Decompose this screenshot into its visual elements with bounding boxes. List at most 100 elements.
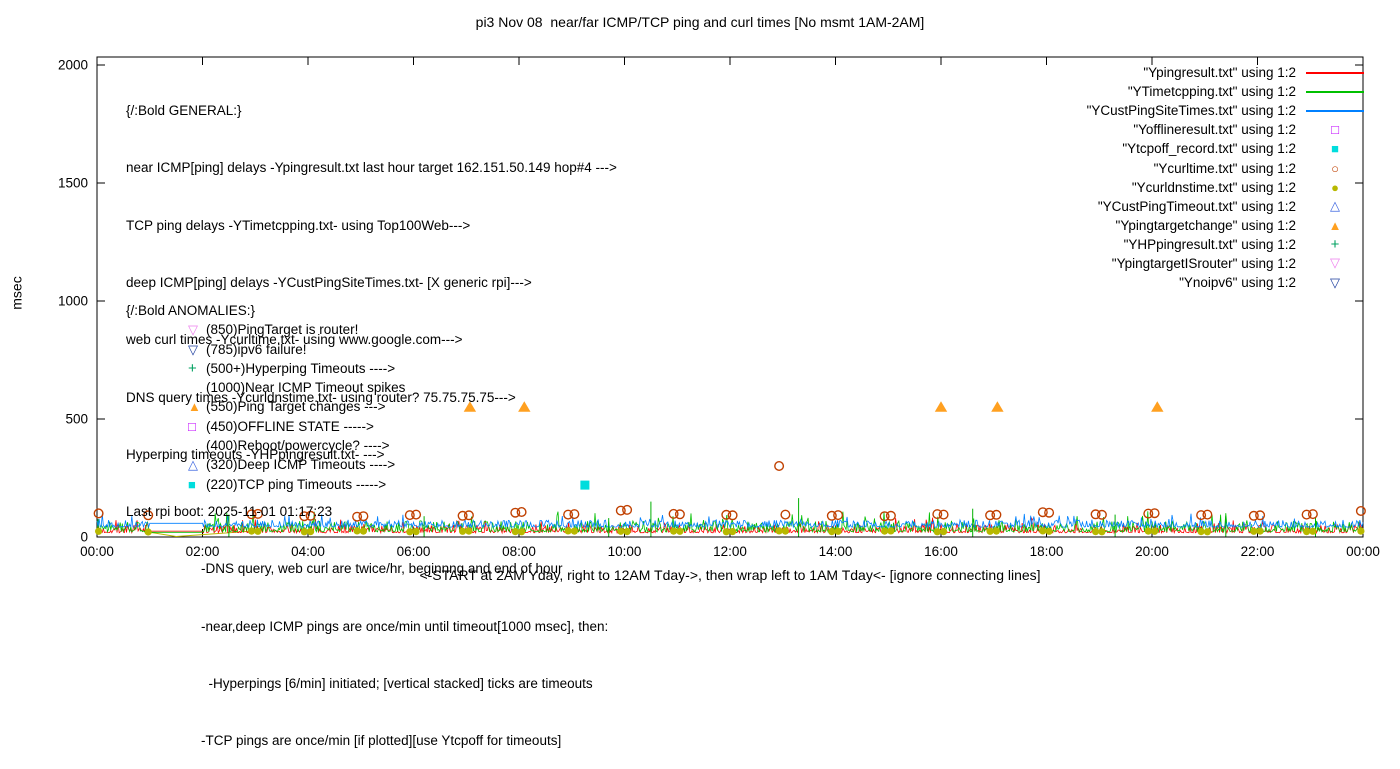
circle-filled-icon: ● (1331, 179, 1339, 195)
x-tick-label: 14:00 (819, 544, 853, 559)
legend-label: "Yofflineresult.txt" using 1:2 (1133, 122, 1296, 138)
info-line: TCP ping delays -YTimetcpping.txt- using… (126, 217, 471, 233)
line-sample-icon (1306, 109, 1364, 112)
anomaly-text: (550)Ping Target changes ---> (206, 399, 386, 415)
legend-row: "Ytcpoff_record.txt" using 1:2 ■ (1087, 139, 1364, 158)
triangle-down-open-icon: ▽ (1330, 274, 1340, 290)
legend-label: "Ypingresult.txt" using 1:2 (1143, 65, 1296, 81)
legend-row: "YHPpingresult.txt" using 1:2 + (1087, 235, 1364, 254)
circle-open-icon: ○ (1331, 160, 1339, 176)
anomaly-item: ▽ (785)ipv6 failure! (126, 340, 405, 359)
legend-label: "Ycurldnstime.txt" using 1:2 (1131, 179, 1296, 195)
x-tick-label: 02:00 (186, 544, 220, 559)
square-filled-icon: ■ (1331, 141, 1339, 157)
anomaly-text: (785)ipv6 failure! (206, 341, 307, 357)
anomaly-item: (400)Reboot/powercycle? ----> (126, 436, 405, 455)
x-axis-label: <-START at 2AM Yday, right to 12AM Tday-… (419, 567, 1041, 583)
legend-row: "YCustPingTimeout.txt" using 1:2 △ (1087, 197, 1364, 216)
x-tick-label: 18:00 (1030, 544, 1064, 559)
x-tick-label: 04:00 (291, 544, 325, 559)
x-tick-label: 08:00 (502, 544, 536, 559)
axis-ticks: 00:00 02:00 04:00 06:00 08:00 10:00 12:00 14:00… (58, 57, 1380, 559)
legend-label: "Ytcpoff_record.txt" using 1:2 (1122, 141, 1296, 157)
x-tick-label: 10:00 (608, 544, 642, 559)
info-line: Last rpi boot: 2025-11-01 01:17:23 (126, 504, 333, 520)
legend-label: "YTimetcpping.txt" using 1:2 (1127, 84, 1296, 100)
y-tick-label: 1500 (58, 176, 88, 191)
anomaly-text: (220)TCP ping Timeouts -----> (206, 476, 387, 492)
legend-label: "YpingtargetISrouter" using 1:2 (1111, 255, 1296, 271)
scatter-Ycurldnstime.txt (95, 527, 1365, 536)
legend-label: "Ynoipv6" using 1:2 (1179, 275, 1296, 291)
triangle-down-open-icon: ▽ (188, 341, 198, 357)
legend-row: "YpingtargetISrouter" using 1:2 ▽ (1087, 254, 1364, 273)
anomaly-text: (400)Reboot/powercycle? ----> (206, 438, 390, 454)
info-line: -Hyperpings [6/min] initiated; [vertical… (126, 676, 593, 691)
anomaly-item: ▲ (550)Ping Target changes ---> (126, 397, 405, 416)
anomaly-item: ▽ (850)PingTarget is router! (126, 320, 405, 339)
line-sample-icon (1306, 71, 1364, 74)
plus-icon: + (188, 359, 197, 377)
anomalies-heading: {/:Bold ANOMALIES:} (126, 303, 256, 318)
impulse-spikes (228, 498, 1316, 537)
anomaly-text: (450)OFFLINE STATE -----> (206, 418, 374, 434)
x-tick-label: 12:00 (713, 544, 747, 559)
info-line: deep ICMP[ping] delays -YCustPingSiteTim… (126, 275, 532, 291)
legend-row: "YTimetcpping.txt" using 1:2 (1087, 82, 1364, 101)
scatter-Ypingtargetchange (463, 401, 1164, 412)
anomaly-text: (320)Deep ICMP Timeouts ----> (206, 457, 396, 473)
info-line: near ICMP[ping] delays -Ypingresult.txt … (126, 160, 617, 176)
info-line: -TCP pings are once/min [if plotted][use… (126, 733, 562, 749)
x-tick-label: 06:00 (397, 544, 431, 559)
chart-title: pi3 Nov 08 near/far ICMP/TCP ping and cu… (475, 14, 925, 30)
line-sample-icon (1306, 90, 1364, 93)
legend-label: "YCustPingSiteTimes.txt" using 1:2 (1086, 103, 1296, 119)
info-line: -DNS query, web curl are twice/hr, begin… (126, 561, 563, 577)
legend-label: "YCustPingTimeout.txt" using 1:2 (1097, 198, 1296, 214)
info-line: -near,deep ICMP pings are once/min until… (126, 618, 609, 634)
x-tick-label: 00:00 (1346, 544, 1380, 559)
square-open-icon: □ (1331, 122, 1339, 138)
legend-row: "Ypingtargetchange" using 1:2 ▲ (1087, 216, 1364, 235)
anomaly-text: (850)PingTarget is router! (206, 322, 359, 338)
connecting-line (148, 530, 252, 538)
anomaly-item: △ (320)Deep ICMP Timeouts ----> (126, 455, 405, 474)
y-axis-label: msec (8, 276, 25, 310)
triangle-up-filled-icon: ▲ (1328, 217, 1342, 233)
y-tick-label: 1000 (58, 294, 88, 309)
info-line: DNS query times -Ycurldnstime.txt- using… (126, 389, 516, 405)
triangle-down-open-icon: ▽ (188, 322, 198, 338)
anomalies-block: {/:Bold ANOMALIES:} ▽ (850)PingTarget is … (126, 301, 405, 494)
anomaly-item: ■ (220)TCP ping Timeouts -----> (126, 475, 405, 494)
legend-row: "Ycurldnstime.txt" using 1:2 ● (1087, 178, 1364, 197)
legend-row: "YCustPingSiteTimes.txt" using 1:2 (1087, 101, 1364, 120)
y-tick-label: 0 (80, 530, 88, 545)
legend-label: "YHPpingresult.txt" using 1:2 (1123, 236, 1296, 252)
y-tick-label: 500 (65, 412, 88, 427)
legend-row: "Ynoipv6" using 1:2 ▽ (1087, 273, 1364, 292)
info-line: Hyperping timeouts -YHPpingresult.txt- -… (126, 446, 385, 462)
x-tick-label: 16:00 (924, 544, 958, 559)
plus-icon: + (1330, 235, 1340, 253)
legend-row: "Yofflineresult.txt" using 1:2 □ (1087, 120, 1364, 139)
legend-row: "Ypingresult.txt" using 1:2 (1087, 63, 1364, 82)
info-line: {/:Bold GENERAL:} (126, 103, 242, 119)
triangle-up-open-icon: △ (1330, 198, 1340, 214)
legend-row: "Ycurltime.txt" using 1:2 ○ (1087, 158, 1364, 177)
legend: "Ypingresult.txt" using 1:2 "YTimetcppin… (1087, 63, 1364, 292)
info-line: web curl times -Ycurltime.txt- using www… (126, 332, 463, 348)
legend-label: "Ypingtargetchange" using 1:2 (1115, 217, 1296, 233)
legend-label: "Ycurltime.txt" using 1:2 (1153, 160, 1296, 176)
anomaly-text: (500+)Hyperping Timeouts ----> (206, 360, 396, 376)
triangle-down-open-icon: ▽ (1330, 255, 1340, 271)
scatter-Ycurltime.txt (93, 461, 1366, 522)
plot-area: 00:00 02:00 04:00 06:00 08:00 10:00 12:00 14:00… (58, 56, 1380, 559)
noise-line-YCustPingSiteTimes.txt (96, 513, 1364, 529)
anomaly-item: (1000)Near ICMP Timeout spikes (126, 378, 405, 397)
anomaly-item: + (500+)Hyperping Timeouts ----> (126, 359, 405, 378)
scatter-Ytcpoff_record.txt (580, 480, 590, 490)
anomaly-text: (1000)Near ICMP Timeout spikes (206, 380, 406, 396)
square-open-icon: □ (188, 418, 196, 434)
x-tick-label: 20:00 (1135, 544, 1169, 559)
triangle-up-open-icon: △ (188, 457, 198, 473)
